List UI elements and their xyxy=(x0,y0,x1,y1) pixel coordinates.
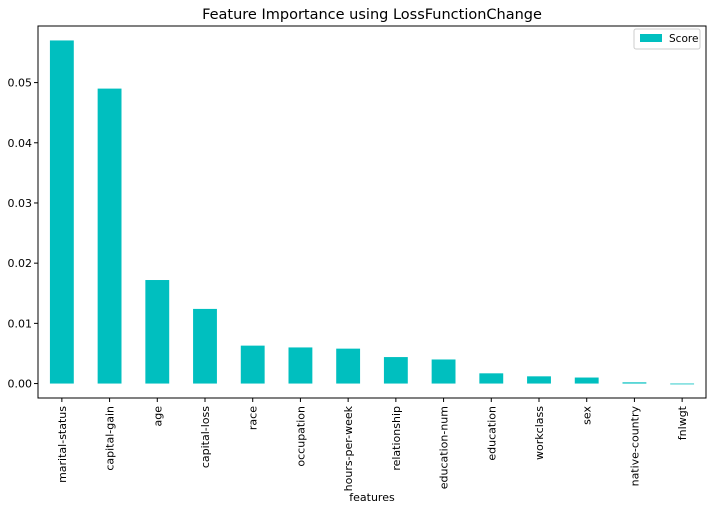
x-tick-label: native-country xyxy=(628,406,641,487)
y-tick-label: 0.03 xyxy=(8,197,33,210)
bar-capital-loss xyxy=(193,308,217,384)
bar-age xyxy=(145,280,170,384)
legend: Score xyxy=(633,28,701,50)
x-tick-label: capital-loss xyxy=(199,406,212,468)
y-axis: 0.00 0.01 0.02 0.03 0.04 0.05 xyxy=(8,77,38,391)
y-tick-label: 0.05 xyxy=(8,77,33,90)
x-tick-label: fnlwgt xyxy=(676,405,689,440)
bar-sex xyxy=(574,377,599,384)
x-tick-label: hours-per-week xyxy=(342,405,355,491)
x-tick-label: education xyxy=(485,406,498,461)
x-tick-label: age xyxy=(151,406,164,427)
bar-education xyxy=(479,373,504,384)
legend-label: Score xyxy=(669,33,698,45)
bar-native-country xyxy=(622,382,647,384)
legend-swatch xyxy=(640,34,662,42)
bar-hours-per-week xyxy=(336,348,361,384)
y-tick-label: 0.04 xyxy=(8,137,33,150)
bar-occupation xyxy=(288,347,313,384)
bars xyxy=(49,40,695,385)
chart-title: Feature Importance using LossFunctionCha… xyxy=(202,7,542,23)
x-tick-label: marital-status xyxy=(56,406,69,483)
x-tick-label: workclass xyxy=(533,406,546,460)
plot-frame xyxy=(37,25,707,399)
x-tick-label: education-num xyxy=(438,406,451,489)
bar-workclass xyxy=(527,376,551,384)
x-tick-label: sex xyxy=(581,406,594,425)
y-tick-label: 0.01 xyxy=(8,317,33,330)
y-tick-label: 0.02 xyxy=(8,257,33,270)
x-tick-label: capital-gain xyxy=(104,406,117,471)
bar-relationship xyxy=(383,357,408,384)
y-tick-label: 0.00 xyxy=(8,378,33,391)
bar-race xyxy=(240,345,265,384)
bar-capital-gain xyxy=(97,88,122,384)
x-axis: marital-status capital-gain age capital-los… xyxy=(56,398,689,491)
bar-marital-status xyxy=(49,40,74,384)
bar-education-num xyxy=(431,359,456,384)
x-tick-label: race xyxy=(247,406,260,430)
x-tick-label: relationship xyxy=(390,406,403,471)
x-tick-label: occupation xyxy=(294,406,307,467)
x-axis-title: features xyxy=(349,491,395,504)
bar-fnlwgt xyxy=(670,383,695,385)
